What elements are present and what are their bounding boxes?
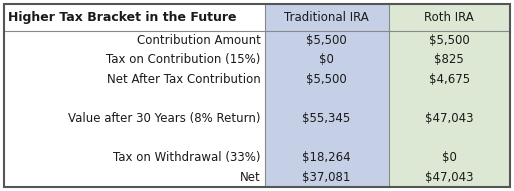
Text: Tax on Contribution (15%): Tax on Contribution (15%) xyxy=(106,53,261,66)
Bar xyxy=(389,70,510,89)
Text: $5,500: $5,500 xyxy=(429,34,470,47)
Bar xyxy=(265,109,389,128)
Bar xyxy=(389,50,510,70)
Bar xyxy=(265,148,389,168)
Bar xyxy=(389,4,510,31)
Text: $0: $0 xyxy=(319,53,334,66)
Bar xyxy=(4,4,265,31)
Text: Higher Tax Bracket in the Future: Higher Tax Bracket in the Future xyxy=(8,11,236,24)
Bar xyxy=(389,148,510,168)
Text: $37,081: $37,081 xyxy=(302,171,351,184)
Bar xyxy=(265,70,389,89)
Text: $5,500: $5,500 xyxy=(306,34,347,47)
Bar xyxy=(265,31,389,50)
Bar xyxy=(389,128,510,148)
Bar xyxy=(4,128,265,148)
Bar xyxy=(265,50,389,70)
Bar xyxy=(4,168,265,187)
Bar xyxy=(265,4,389,31)
Bar xyxy=(389,89,510,109)
Bar xyxy=(265,128,389,148)
Bar xyxy=(265,168,389,187)
Text: $4,675: $4,675 xyxy=(429,73,470,86)
Bar xyxy=(4,89,265,109)
Bar xyxy=(4,31,265,50)
Bar xyxy=(4,109,265,128)
Text: $55,345: $55,345 xyxy=(302,112,351,125)
Text: Net After Tax Contribution: Net After Tax Contribution xyxy=(107,73,261,86)
Bar xyxy=(389,109,510,128)
Text: Traditional IRA: Traditional IRA xyxy=(284,11,369,24)
Text: $18,264: $18,264 xyxy=(302,151,351,164)
Text: $5,500: $5,500 xyxy=(306,73,347,86)
Text: Net: Net xyxy=(240,171,261,184)
Text: Contribution Amount: Contribution Amount xyxy=(137,34,261,47)
Bar xyxy=(4,50,265,70)
Text: Roth IRA: Roth IRA xyxy=(425,11,474,24)
Text: Tax on Withdrawal (33%): Tax on Withdrawal (33%) xyxy=(113,151,261,164)
Bar xyxy=(389,31,510,50)
Text: $0: $0 xyxy=(442,151,457,164)
Text: $825: $825 xyxy=(434,53,464,66)
Text: Value after 30 Years (8% Return): Value after 30 Years (8% Return) xyxy=(68,112,261,125)
Bar xyxy=(265,89,389,109)
Bar xyxy=(4,148,265,168)
Text: $47,043: $47,043 xyxy=(425,171,473,184)
Text: $47,043: $47,043 xyxy=(425,112,473,125)
Bar xyxy=(389,168,510,187)
Bar xyxy=(4,70,265,89)
